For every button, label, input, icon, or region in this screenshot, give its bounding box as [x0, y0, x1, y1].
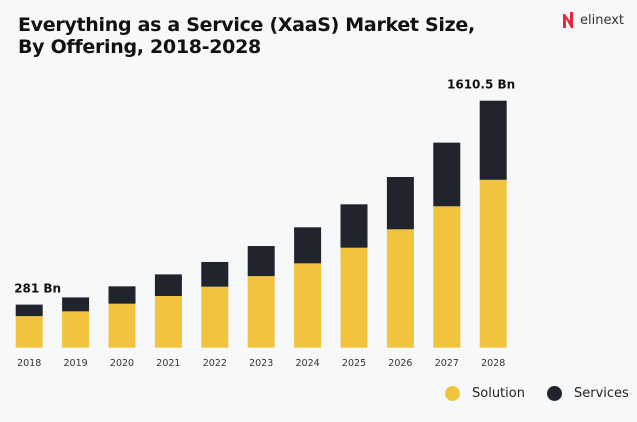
- bar-services-2025: [340, 204, 368, 248]
- x-tick-label-2027: 2027: [435, 358, 459, 369]
- x-tick-label-2028: 2028: [481, 358, 505, 369]
- bar-solution-2027: [433, 206, 461, 348]
- legend-swatch-services: [546, 386, 562, 401]
- bar-services-2018: [15, 304, 43, 317]
- x-tick-label-2024: 2024: [296, 358, 320, 369]
- x-tick-label-2019: 2019: [64, 358, 88, 369]
- bar-solution-2022: [201, 286, 229, 348]
- bar-solution-2025: [340, 247, 368, 348]
- bar-services-2028: [479, 100, 507, 180]
- bar-solution-2018: [15, 316, 43, 348]
- chart-title: Everything as a Service (XaaS) Market Si…: [18, 14, 475, 58]
- bar-services-2021: [154, 274, 182, 297]
- x-tick-label-2022: 2022: [203, 358, 227, 369]
- legend-item-services: Services: [546, 386, 629, 401]
- legend-swatch-solution: [445, 386, 460, 401]
- x-tick-label-2020: 2020: [110, 358, 134, 369]
- bar-solution-2019: [62, 311, 90, 348]
- x-tick-label-2026: 2026: [388, 358, 412, 369]
- bar-solution-2024: [294, 263, 322, 348]
- x-tick-label-2018: 2018: [17, 358, 41, 369]
- bar-solution-2023: [247, 276, 275, 348]
- bar-services-2026: [386, 177, 414, 230]
- bar-solution-2026: [386, 229, 414, 348]
- legend-label-solution: Solution: [472, 386, 525, 401]
- total-label-2018: 281 Bn: [14, 282, 61, 296]
- legend: Solution Services: [445, 386, 637, 401]
- x-tick-label-2023: 2023: [249, 358, 273, 369]
- x-tick-label-2021: 2021: [156, 358, 180, 369]
- bar-services-2020: [108, 286, 136, 304]
- legend-item-solution: Solution: [445, 386, 525, 401]
- bar-services-2023: [247, 246, 275, 277]
- x-tick-label-2025: 2025: [342, 358, 366, 369]
- legend-label-services: Services: [573, 386, 629, 401]
- bar-services-2022: [201, 261, 229, 287]
- total-label-2028: 1610.5 Bn: [447, 78, 515, 92]
- brand-name: elinext: [580, 12, 625, 28]
- bar-solution-2021: [154, 296, 182, 348]
- brand-logo: elinext: [562, 11, 624, 29]
- bar-services-2024: [294, 227, 322, 264]
- elinext-logo-icon: [563, 12, 573, 28]
- bar-services-2027: [433, 142, 461, 207]
- bar-services-2019: [62, 297, 90, 312]
- bar-solution-2028: [479, 179, 507, 348]
- bar-solution-2020: [108, 303, 136, 348]
